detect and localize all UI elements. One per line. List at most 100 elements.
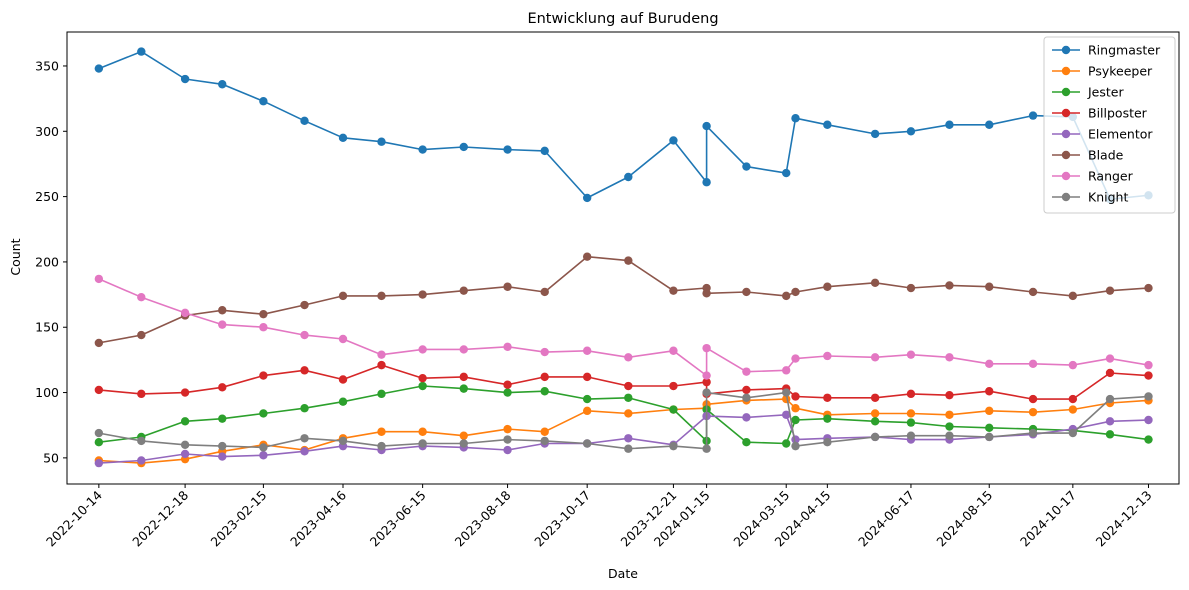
data-point	[791, 415, 800, 425]
data-point	[1144, 415, 1153, 425]
data-point	[1105, 354, 1115, 363]
legend-item-psykeeper: Psykeeper	[1052, 64, 1153, 79]
data-point	[624, 393, 633, 402]
y-tick-label: 100	[35, 385, 59, 400]
data-point	[218, 320, 227, 329]
data-point	[906, 409, 916, 418]
data-point	[300, 434, 309, 443]
series-elementor	[94, 410, 1153, 468]
legend-swatch-marker	[1061, 66, 1071, 76]
data-point	[300, 447, 309, 456]
data-point	[377, 360, 386, 370]
data-point	[582, 406, 592, 416]
data-point	[418, 439, 427, 448]
data-point	[503, 424, 512, 434]
legend-box	[1043, 36, 1176, 214]
series-knight	[94, 388, 1153, 453]
x-tick-label: 2022-10-14	[43, 487, 105, 549]
data-point	[742, 367, 751, 376]
data-point	[418, 345, 427, 354]
data-point	[791, 441, 800, 451]
data-point	[338, 436, 348, 446]
data-point	[180, 449, 190, 459]
data-point	[338, 133, 348, 143]
data-point	[418, 145, 427, 154]
data-point	[137, 292, 146, 302]
data-point	[218, 306, 227, 315]
data-point	[742, 437, 751, 447]
data-point	[742, 413, 751, 422]
legend-label: Ringmaster	[1088, 43, 1161, 58]
y-tick-label: 50	[43, 450, 59, 465]
data-point	[870, 393, 880, 402]
data-point	[782, 388, 791, 397]
legend-item-ranger: Ranger	[1052, 169, 1134, 184]
data-point	[782, 410, 791, 419]
data-point	[259, 409, 268, 418]
data-point	[459, 439, 468, 448]
data-point	[540, 146, 549, 156]
data-point	[945, 410, 954, 419]
legend-label: Jester	[1087, 85, 1124, 100]
data-point	[503, 342, 512, 352]
data-point	[1028, 428, 1038, 438]
data-point	[459, 431, 468, 440]
data-point	[906, 283, 916, 293]
data-point	[1105, 417, 1115, 426]
plot-area	[66, 31, 1180, 485]
data-point	[742, 287, 751, 297]
chart-title: Entwicklung auf Burudeng	[527, 11, 718, 27]
data-point	[669, 405, 678, 414]
data-point	[180, 388, 190, 397]
data-point	[791, 404, 800, 413]
data-point	[1068, 405, 1078, 414]
series-layer	[94, 47, 1153, 468]
legend-swatch-marker	[1061, 150, 1071, 160]
data-point	[338, 397, 348, 406]
data-point	[540, 436, 549, 446]
data-point	[503, 380, 512, 389]
data-point	[870, 409, 880, 418]
legend: Ringmaster Psykeeper Jester Billposter Eleme…	[1043, 36, 1176, 214]
data-point	[945, 281, 954, 290]
data-point	[1068, 291, 1078, 301]
data-point	[459, 142, 468, 152]
data-point	[94, 437, 104, 447]
data-point	[377, 389, 386, 399]
data-point	[377, 291, 386, 301]
data-point	[418, 373, 427, 383]
data-point	[1105, 430, 1115, 439]
data-point	[540, 287, 549, 297]
data-point	[1144, 435, 1153, 444]
x-tick-label: 2024-10-17	[1017, 488, 1079, 550]
legend-label: Ranger	[1088, 169, 1134, 184]
data-point	[702, 178, 711, 187]
data-point	[582, 252, 592, 261]
data-point	[1144, 371, 1153, 380]
data-point	[742, 393, 751, 402]
data-point	[459, 345, 468, 354]
data-point	[503, 388, 512, 397]
data-point	[94, 338, 104, 348]
data-point	[823, 351, 832, 361]
data-point	[459, 384, 468, 393]
data-point	[906, 350, 916, 359]
data-point	[782, 168, 791, 178]
legend-label: Billposter	[1088, 106, 1148, 121]
data-point	[624, 444, 633, 453]
data-point	[418, 381, 427, 391]
data-point	[540, 372, 549, 382]
data-point	[669, 286, 678, 295]
data-point	[300, 366, 309, 375]
data-point	[259, 451, 268, 460]
data-point	[1144, 283, 1153, 293]
data-point	[782, 291, 791, 301]
data-point	[300, 404, 309, 413]
data-point	[300, 300, 309, 310]
legend-swatch-marker	[1061, 108, 1071, 118]
x-tick-label: 2023-08-18	[452, 487, 514, 549]
data-point	[300, 116, 309, 126]
legend-item-billposter: Billposter	[1052, 106, 1148, 121]
data-point	[377, 427, 386, 436]
data-point	[823, 437, 832, 447]
